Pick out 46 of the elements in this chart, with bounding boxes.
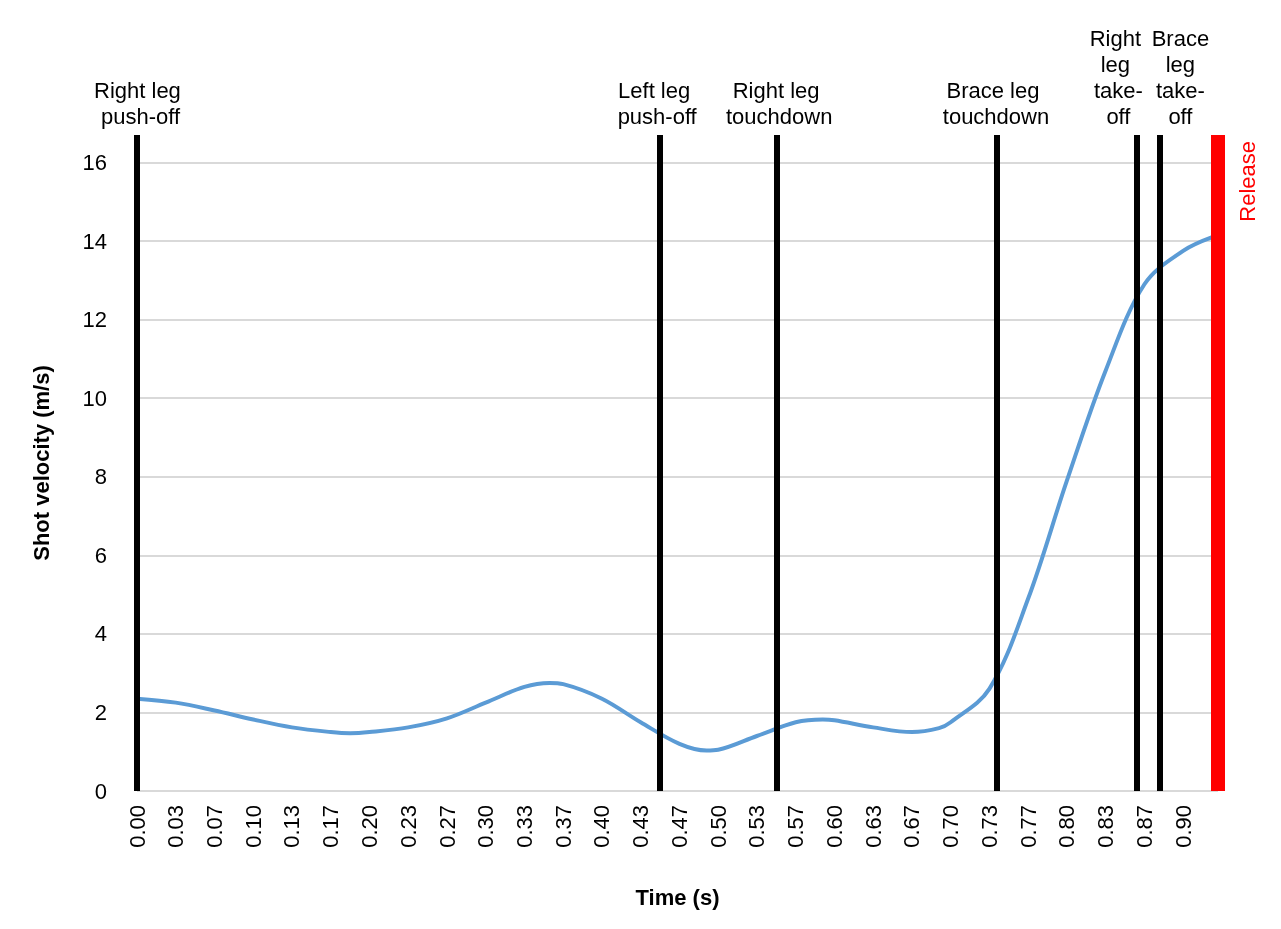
y-tick-label: 0 [94, 778, 107, 804]
x-tick-label: 0.50 [705, 805, 731, 848]
x-tick-label: 0.37 [550, 805, 576, 848]
y-tick-label: 4 [94, 621, 107, 647]
x-tick-label: 0.27 [434, 805, 460, 848]
x-tick-label: 0.73 [976, 805, 1002, 848]
ref-line-label: Right leg touchdown [725, 77, 833, 129]
x-tick-label: 0.33 [511, 805, 537, 848]
x-tick-label: 0.30 [473, 805, 499, 848]
x-tick-label: 0.03 [163, 805, 189, 848]
x-tick-label: 0.60 [821, 805, 847, 848]
x-tick-label: 0.80 [1054, 805, 1080, 848]
x-tick-label: 0.77 [1015, 805, 1041, 848]
x-tick-label: 0.07 [202, 805, 228, 848]
x-tick-label: 0.17 [318, 805, 344, 848]
x-tick-label: 0.90 [1170, 805, 1196, 848]
y-tick-label: 2 [94, 699, 107, 725]
x-tick-label: 0.20 [356, 805, 382, 848]
x-tick-label: 0.87 [1131, 805, 1157, 848]
x-tick-label: 0.53 [744, 805, 770, 848]
x-tick-label: 0.10 [240, 805, 266, 848]
y-tick-label: 16 [82, 150, 107, 175]
y-tick-label: 8 [94, 464, 107, 490]
ref-line-label: Right leg take-off [1089, 25, 1148, 129]
ref-line-label: Brace leg touchdown [942, 77, 1050, 129]
x-tick-label: 0.83 [1093, 805, 1119, 848]
x-tick-label: 0.23 [395, 805, 421, 848]
x-tick-label: 0.63 [860, 805, 886, 848]
y-tick-label: 6 [94, 542, 107, 568]
x-tick-label: 0.43 [628, 805, 654, 848]
ref-line-label: Brace leg take-off [1151, 25, 1210, 129]
y-tick-label: 10 [82, 385, 107, 411]
y-tick-label: 12 [82, 307, 107, 333]
x-tick-label: 0.13 [279, 805, 305, 848]
x-tick-label: 0.57 [783, 805, 809, 848]
x-tick-label: 0.00 [124, 805, 150, 848]
ref-line-label: Release [1235, 141, 1261, 222]
x-tick-label: 0.40 [589, 805, 615, 848]
y-tick-label: 14 [82, 228, 107, 254]
x-tick-label: 0.70 [938, 805, 964, 848]
y-axis-title: Shot velocity (m/s) [28, 365, 54, 561]
ref-line-label: Left leg push-off [617, 77, 698, 129]
ref-line-label: Right leg push-off [94, 77, 187, 129]
x-tick-label: 0.67 [899, 805, 925, 848]
x-axis-title: Time (s) [635, 884, 720, 910]
x-tick-label: 0.47 [666, 805, 692, 848]
